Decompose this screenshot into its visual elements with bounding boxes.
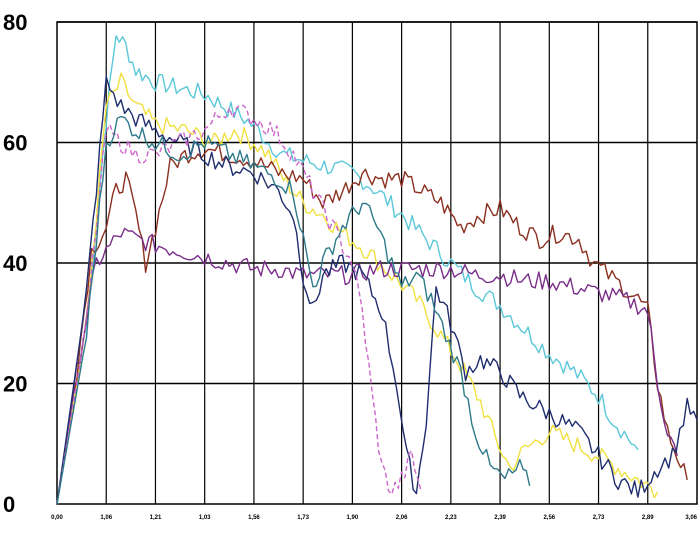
series-line-4 xyxy=(56,227,678,505)
x-tick-label: 2,56 xyxy=(543,515,555,521)
chart-series xyxy=(56,35,698,505)
x-tick-label: 2,06 xyxy=(396,515,408,521)
x-tick-label: 2,73 xyxy=(593,515,605,521)
y-tick-label: 0 xyxy=(3,492,15,517)
x-tick-label: 1,73 xyxy=(297,515,309,521)
y-axis-ticks: 0 20 40 60 80 xyxy=(3,10,27,517)
series-line-7 xyxy=(56,115,531,505)
x-tick-label: 1,03 xyxy=(199,515,211,521)
series-line-2 xyxy=(56,72,659,505)
x-tick-label: 3,06 xyxy=(685,515,697,521)
series-line-5 xyxy=(56,75,698,505)
x-tick-label: 0,00 xyxy=(51,515,63,521)
series-line-1 xyxy=(56,35,639,505)
series-line-6 xyxy=(56,104,422,505)
y-tick-label: 60 xyxy=(3,131,27,156)
y-tick-label: 40 xyxy=(3,251,27,276)
x-tick-label: 2,39 xyxy=(494,515,506,521)
x-tick-label: 2,23 xyxy=(445,515,457,521)
x-tick-label: 1,06 xyxy=(100,515,112,521)
chart-grid xyxy=(56,21,698,505)
y-tick-label: 80 xyxy=(3,10,27,35)
series-line-3 xyxy=(56,142,688,505)
x-tick-label: 1,90 xyxy=(347,515,359,521)
x-tick-label: 1,21 xyxy=(150,515,162,521)
x-tick-label: 1,56 xyxy=(248,515,260,521)
y-tick-label: 20 xyxy=(3,372,27,397)
x-axis-ticks: 0,00 1,06 1,21 1,03 1,56 1,73 1,90 2,06 2,23 2,39… xyxy=(51,515,697,521)
x-tick-label: 2,89 xyxy=(642,515,654,521)
